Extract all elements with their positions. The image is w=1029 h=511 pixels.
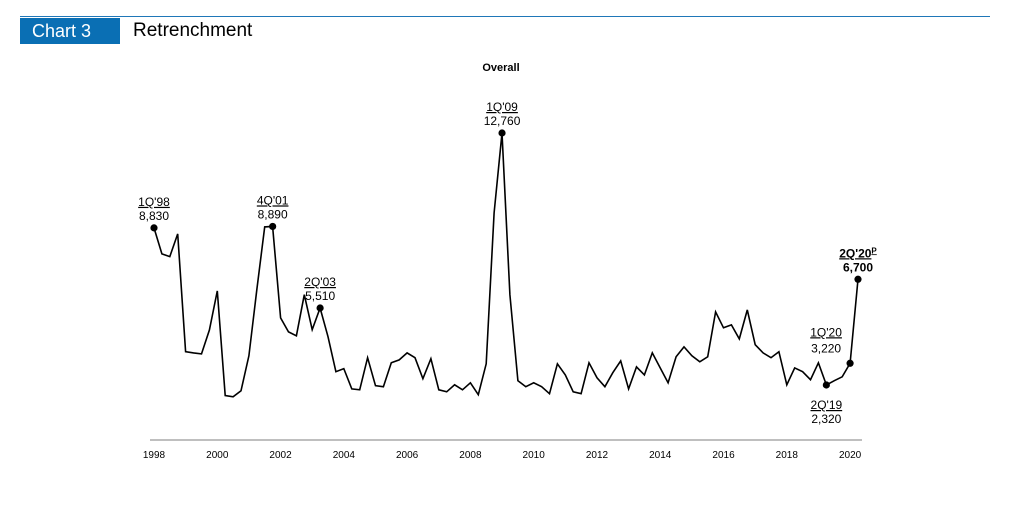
data-point-marker xyxy=(498,129,506,137)
annotation-period-label: 2Q'03 xyxy=(304,275,336,289)
data-point-marker xyxy=(269,222,277,231)
annotation-period-label: 2Q'19 xyxy=(811,398,843,412)
data-point-marker xyxy=(150,224,158,232)
data-point-marker xyxy=(316,304,324,312)
x-tick-label: 2004 xyxy=(333,450,356,461)
data-point-marker xyxy=(846,359,854,367)
annotation-period-label: 1Q'09 xyxy=(486,100,518,114)
annotation-value-label: 12,760 xyxy=(484,114,521,128)
x-tick-label: 2016 xyxy=(712,450,735,461)
annotation-period-label: 4Q'01 xyxy=(257,193,289,207)
x-tick-label: 1998 xyxy=(143,450,166,461)
x-tick-label: 2000 xyxy=(206,450,229,461)
annotation-value-label: 8,890 xyxy=(258,207,288,221)
x-tick-label: 2014 xyxy=(649,450,672,461)
plot-title: Overall xyxy=(482,62,519,74)
annotation-value-label: 8,830 xyxy=(139,209,169,223)
header-rule xyxy=(20,16,990,17)
annotation-period-label: 2Q'20P xyxy=(839,246,877,260)
annotation-period-label: 1Q'98 xyxy=(138,195,170,209)
chart-title: Retrenchment xyxy=(133,20,253,41)
data-point-marker xyxy=(854,275,862,283)
x-tick-label: 2008 xyxy=(459,450,482,461)
x-tick-label: 2006 xyxy=(396,450,419,461)
annotation-value-label: 5,510 xyxy=(305,289,335,303)
x-tick-label: 2018 xyxy=(776,450,799,461)
chart-number-badge: Chart 3 xyxy=(20,18,120,44)
x-tick-label: 2020 xyxy=(839,450,862,461)
x-tick-label: 2010 xyxy=(523,450,546,461)
annotation-value-label: 3,220 xyxy=(811,341,841,355)
annotation-value-label: 6,700 xyxy=(843,260,873,274)
annotation-period-label: 1Q'20 xyxy=(810,325,842,339)
x-tick-label: 2012 xyxy=(586,450,609,461)
data-point-marker xyxy=(822,381,830,389)
annotation-value-label: 2,320 xyxy=(811,412,841,426)
x-tick-label: 2002 xyxy=(269,450,292,461)
series-line-overall xyxy=(153,132,859,398)
